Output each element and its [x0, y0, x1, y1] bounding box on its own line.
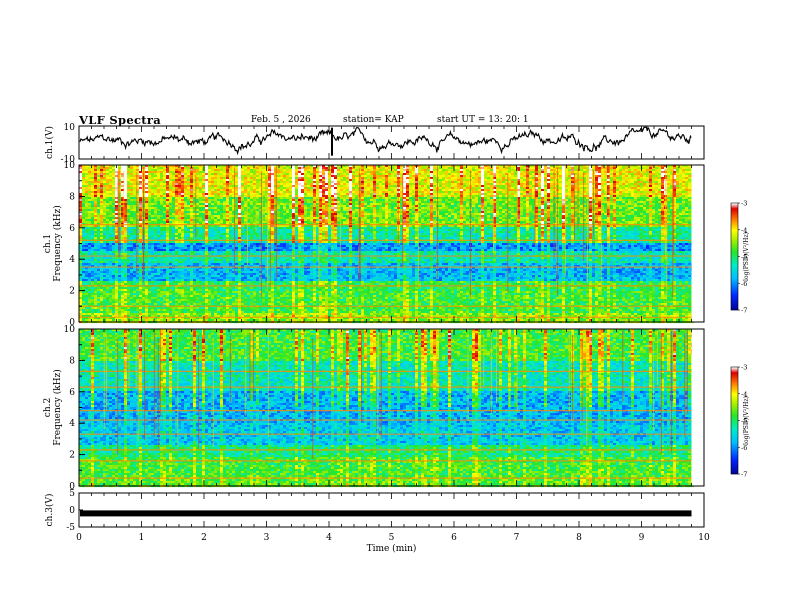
ch2-ytick-label: 8 [69, 356, 75, 366]
ch3-waveform-band [80, 510, 692, 516]
xtick-label: 3 [264, 533, 270, 543]
xtick-label: 4 [326, 533, 332, 543]
ch3-ylabel: ch.3(V) [44, 494, 55, 527]
ch2-ylabel: ch.2Frequency (kHz) [43, 369, 63, 446]
xtick-label: 0 [76, 533, 82, 543]
xtick-label: 9 [639, 533, 645, 543]
xtick-label: 2 [201, 533, 207, 543]
ch1-ytick-label: 6 [69, 224, 75, 234]
ch2-ytick-label: 6 [69, 388, 75, 398]
ch2-spectrogram-cells [79, 329, 694, 487]
ch2-colorbar-tick-label: -3 [741, 364, 747, 372]
ch2-ylabel-line: Frequency (kHz) [52, 369, 63, 446]
xtick-label: 5 [389, 533, 395, 543]
ch1-spectrogram-cells [79, 165, 694, 323]
xtick-label: 1 [139, 533, 145, 543]
ch1-colorbar-tick-label: -3 [741, 200, 747, 208]
chart-svg: 10-10ch.1(V)0246810ch.1Frequency (kHz)-3… [0, 0, 792, 612]
ch1-ytick-label: 10 [64, 123, 76, 133]
xtick-label: 6 [451, 533, 457, 543]
ch3-ytick-label: 5 [69, 489, 75, 499]
ch1-ylabel: ch.1(V) [44, 126, 55, 159]
ch2-ytick-label: 10 [64, 325, 76, 335]
ch1-ytick-label: 8 [69, 192, 75, 202]
ch3-ytick-label: 0 [69, 506, 75, 516]
ch2-ytick-label: 4 [69, 419, 75, 429]
ch1-colorbar-label: log(PSD)(V²/Hz) [743, 232, 750, 281]
ch1-ytick-label: 2 [69, 287, 75, 297]
vlf-spectra-figure: VLF Spectra Feb. 5 , 2026 station= KAP s… [0, 0, 792, 612]
ch2-colorbar-label: log(PSD)(V²/Hz) [743, 396, 750, 445]
ch1-ytick-label: 10 [64, 161, 76, 171]
ch1-no-data-region [692, 165, 705, 322]
ch1-colorbar [731, 203, 738, 310]
ch2-ytick-label: 2 [69, 451, 75, 461]
ch1-colorbar-tick-label: -7 [741, 307, 747, 315]
ch1-waveform-line [80, 127, 691, 153]
ch1-ylabel: ch.1Frequency (kHz) [43, 205, 63, 282]
ch1-ytick-label: 4 [69, 255, 75, 265]
xtick-label: 7 [514, 533, 520, 543]
ch2-colorbar [731, 367, 738, 474]
ch2-ylabel-line: ch.2 [43, 398, 53, 417]
ch3-ytick-label: -5 [66, 523, 75, 533]
ch1-ylabel-line: ch.1 [43, 234, 53, 253]
x-axis-label: Time (min) [367, 543, 417, 554]
ch1-ylabel-line: Frequency (kHz) [52, 205, 63, 282]
xtick-label: 8 [576, 533, 582, 543]
ch2-colorbar-tick-label: -7 [741, 471, 747, 479]
ch2-no-data-region [692, 329, 705, 486]
xtick-label: 10 [698, 533, 710, 543]
